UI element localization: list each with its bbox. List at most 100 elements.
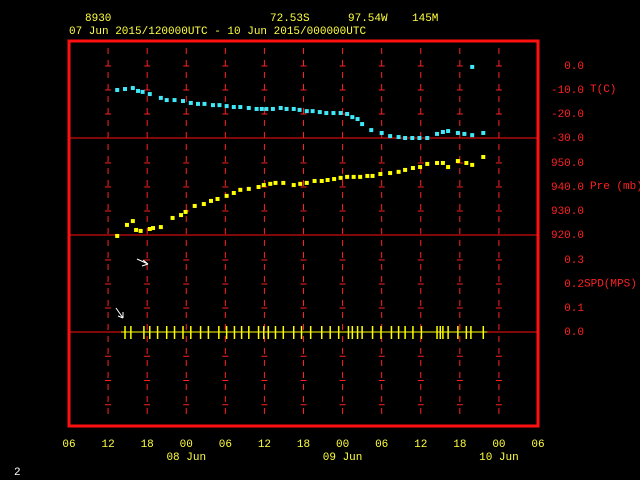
data-point [462,131,467,136]
y-tick-label: 0.3 [564,255,584,267]
data-point [209,198,214,203]
data-point [396,135,401,140]
data-point [238,105,243,110]
data-point [284,106,289,111]
data-point [281,180,286,185]
data-point [410,136,415,140]
data-point [254,106,259,111]
data-point [338,111,343,116]
data-point [440,160,445,165]
data-point [224,104,229,109]
data-point [231,190,236,195]
page-number: 2 [14,467,21,479]
x-tick-label: 00 [180,439,193,451]
data-point [138,228,143,233]
data-point [455,159,460,164]
y-tick-label: -10.0 [551,85,584,97]
data-point [481,130,486,135]
data-point [188,100,193,105]
data-point [379,130,384,135]
date-label: 09 Jun [323,452,363,464]
data-point [124,222,129,227]
x-tick-label: 00 [336,439,349,451]
data-point [130,219,135,224]
data-point [350,115,355,120]
data-point [418,165,423,170]
x-tick-label: 06 [375,439,388,451]
data-point [115,233,120,238]
data-point [130,86,135,91]
data-point [425,136,430,140]
data-point [470,162,475,167]
x-tick-label: 18 [453,439,466,451]
data-point [325,178,330,183]
data-point [345,111,350,116]
data-point [259,106,264,111]
data-point [355,117,360,122]
data-point [298,181,303,186]
longitude: 97.54W [348,13,388,25]
x-tick-label: 12 [101,439,114,451]
y-tick-label: 0.0 [564,327,584,339]
data-point [312,178,317,183]
data-point [264,106,269,111]
y-tick-label: 940.0 [551,182,584,194]
data-point [180,99,185,104]
period: 07 Jun 2015/120000UTC - 10 Jun 2015/0000… [69,26,366,38]
data-point [297,107,302,112]
data-point [345,174,350,179]
data-point [304,109,309,114]
data-point [396,169,401,174]
x-tick-label: 18 [297,439,310,451]
data-point [403,167,408,172]
data-point [215,196,220,201]
data-point [351,174,356,179]
data-point [319,178,324,183]
data-point [183,209,188,214]
data-point [270,106,275,111]
y-tick-label: 930.0 [551,206,584,218]
data-point [158,95,163,100]
y-tick-label: 0.2 [564,279,584,291]
frame [67,39,540,428]
data-point [273,180,278,185]
x-tick-label: 06 [62,439,75,451]
y-tick-label: -20.0 [551,109,584,121]
data-point [164,98,169,103]
data-point [268,181,273,186]
x-tick-label: 06 [219,439,232,451]
data-point [388,171,393,176]
data-point [358,174,363,179]
data-point [238,187,243,192]
data-point [440,129,445,134]
data-point [470,64,475,69]
elevation: 145M [412,13,438,25]
data-point [172,98,177,103]
data-point [317,110,322,115]
data-point [217,103,222,108]
data-point [365,173,370,178]
data-point [134,227,139,232]
data-point [246,186,251,191]
x-tick-label: 06 [531,439,544,451]
data-point [446,165,451,170]
x-tick-label: 00 [492,439,505,451]
data-point [147,92,152,97]
data-point [304,180,309,185]
data-point [481,154,486,159]
wind-arrow [115,307,124,319]
data-point [158,225,163,230]
data-point [370,173,375,178]
data-point [310,109,315,114]
y-tick-label: 0.0 [564,61,584,73]
data-point [179,213,184,218]
data-point [202,101,207,106]
data-point [435,160,440,165]
data-point [210,103,215,108]
data-point [417,136,422,140]
data-point [378,172,383,177]
data-point [470,133,475,138]
x-tick-label: 12 [258,439,271,451]
axis-label: SPD(MPS) [584,278,637,290]
